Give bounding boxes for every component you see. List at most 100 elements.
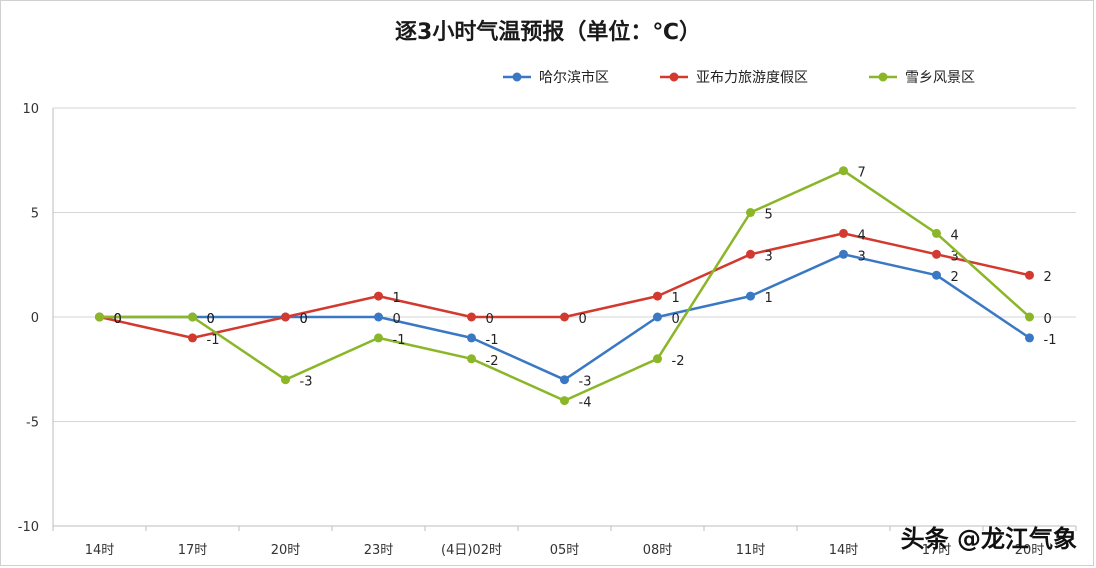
data-label: 0 [393, 312, 401, 327]
legend-label: 哈尔滨市区 [539, 69, 609, 86]
y-tick-label: -5 [26, 416, 39, 431]
data-point [560, 312, 569, 322]
series-3: 0 0 -3 -1 -2 -4 -2 5 7 4 0 [95, 166, 1052, 411]
x-tick-label: (4日)02时 [441, 543, 502, 558]
data-point [467, 312, 476, 322]
data-label: 0 [672, 312, 680, 327]
data-label: 3 [765, 249, 773, 264]
data-label: 0 [1044, 312, 1052, 327]
legend-entry: 雪乡风景区 [869, 70, 975, 86]
chart-title: 逐3小时气温预报（单位：℃） [395, 19, 701, 45]
grid [53, 107, 1076, 422]
y-tick-label: -10 [18, 520, 39, 535]
legend-swatch-marker [878, 72, 888, 82]
data-point [374, 312, 383, 322]
data-point [188, 312, 197, 322]
x-tick-label: 17时 [922, 543, 952, 558]
data-label: -3 [300, 375, 313, 390]
data-point [1025, 312, 1034, 322]
data-point [188, 333, 197, 343]
data-label: 0 [114, 312, 122, 327]
legend-swatch-marker [512, 72, 522, 82]
data-label: 0 [486, 312, 494, 327]
data-point [746, 249, 755, 259]
series-1: 0 0 0 0 -1 -3 0 1 3 2 -1 [95, 249, 1057, 390]
data-label: 1 [765, 291, 773, 306]
data-point [1025, 333, 1034, 343]
data-point [932, 249, 941, 259]
data-point [653, 354, 662, 364]
data-point [839, 249, 848, 259]
x-tick-label: 14时 [829, 543, 859, 558]
data-point [1025, 270, 1034, 280]
x-tick-label: 14时 [85, 543, 115, 558]
data-point [746, 208, 755, 217]
data-point [560, 396, 569, 406]
data-label: 0 [579, 312, 587, 327]
data-point [839, 228, 848, 238]
data-label: 7 [858, 166, 866, 181]
data-point [746, 291, 755, 301]
data-point [281, 312, 290, 322]
legend-entry: 哈尔滨市区 [503, 69, 609, 86]
x-tick-label: 11时 [736, 543, 766, 558]
series-line [99, 232, 1030, 340]
x-tick-label: 08时 [643, 543, 673, 558]
data-label: 2 [951, 270, 959, 285]
data-point [95, 312, 104, 322]
data-label: -2 [486, 354, 499, 369]
data-label: 0 [207, 312, 215, 327]
data-point [932, 270, 941, 280]
x-tick-label: 23时 [364, 543, 394, 558]
data-label: 0 [300, 312, 308, 327]
data-label: -2 [672, 354, 685, 369]
data-label: 0 [114, 312, 122, 327]
data-label: 5 [765, 208, 773, 223]
data-point [374, 291, 383, 301]
data-label: 0 [300, 312, 308, 327]
data-point [839, 166, 848, 176]
data-label: -4 [579, 396, 592, 411]
x-tick-label: 17时 [178, 543, 208, 558]
data-label: 4 [951, 228, 959, 243]
y-tick-label: 10 [22, 102, 39, 117]
data-point [467, 333, 476, 343]
data-label: 2 [1044, 270, 1052, 285]
data-label: -1 [486, 333, 499, 348]
data-label: 4 [858, 228, 866, 243]
series-line [99, 169, 1031, 402]
series-2: 0 -1 0 1 0 0 1 3 4 3 2 [95, 228, 1052, 348]
data-label: 3 [951, 249, 959, 264]
data-label: -1 [393, 333, 406, 348]
data-label: 1 [672, 291, 680, 306]
data-point [653, 291, 662, 301]
legend: 哈尔滨市区 亚布力旅游度假区 雪乡风景区 [503, 69, 975, 86]
x-tick-label: 05时 [550, 543, 580, 558]
legend-label: 亚布力旅游度假区 [696, 70, 808, 86]
data-point [560, 375, 569, 385]
data-point [932, 228, 941, 238]
data-label: 3 [858, 249, 866, 264]
legend-label: 雪乡风景区 [905, 70, 975, 86]
data-label: 0 [114, 312, 122, 327]
data-label: -1 [1044, 333, 1057, 348]
data-point [467, 354, 476, 364]
data-point [374, 333, 383, 343]
legend-entry: 亚布力旅游度假区 [660, 70, 808, 86]
watermark-text: 头条 @龙江气象 [901, 525, 1077, 553]
data-point [653, 312, 662, 322]
y-tick-label: 0 [31, 311, 39, 326]
data-point [281, 375, 290, 385]
y-tick-label: 5 [31, 207, 39, 222]
legend-swatch-marker [669, 72, 679, 82]
x-tick-label: 20时 [271, 543, 301, 558]
x-tick-label: 20时 [1015, 543, 1045, 558]
data-label: 0 [207, 312, 215, 327]
data-label: -1 [207, 333, 220, 348]
data-label: -3 [579, 375, 592, 390]
data-label: 1 [393, 291, 401, 306]
